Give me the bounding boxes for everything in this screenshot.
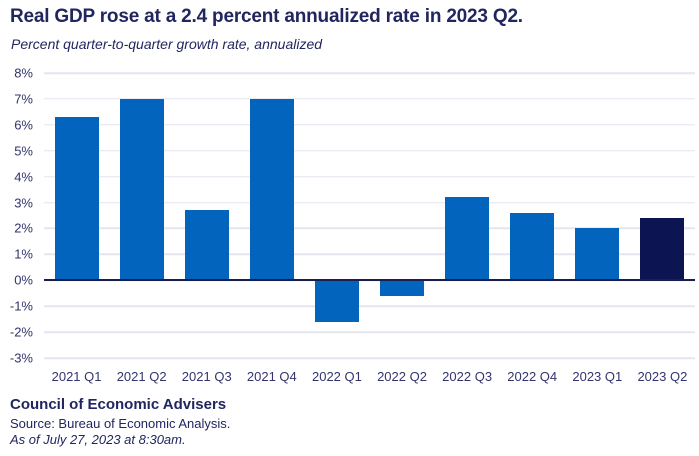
gridline-4 (44, 175, 695, 178)
x-axis-label-2022-q4: 2022 Q4 (507, 369, 558, 384)
bar-2022-q3 (445, 197, 490, 281)
chart-title: Real GDP rose at a 2.4 percent annualize… (10, 6, 523, 27)
y-axis-tick-label-1: 1% (14, 246, 33, 262)
gridline-3 (44, 201, 695, 204)
y-axis-tick-label--3: -3% (9, 350, 33, 366)
bar-slot-2021-q4 (239, 73, 304, 358)
gridline-6 (44, 124, 695, 126)
bar-slot-2022-q3 (435, 73, 500, 358)
bar-slot-2021-q1 (44, 73, 109, 358)
x-axis-label-2021-q2: 2021 Q2 (116, 369, 167, 384)
bar-slot-2022-q4 (500, 73, 565, 358)
bar-2021-q2 (119, 98, 164, 281)
footer-source: Source: Bureau of Economic Analysis. (10, 416, 231, 431)
footer-as-of: As of July 27, 2023 at 8:30am. (10, 432, 186, 447)
bar-2023-q1 (575, 228, 620, 281)
x-axis-label-2021-q1: 2021 Q1 (51, 369, 102, 384)
gridline-7 (44, 98, 695, 100)
y-axis-tick-label--1: -1% (9, 298, 33, 314)
bar-2021-q3 (184, 210, 229, 281)
x-axis-label-2023-q1: 2023 Q1 (572, 369, 623, 384)
bar-2022-q4 (510, 212, 555, 281)
gridline-8 (44, 72, 695, 74)
bar-2022-q2 (380, 280, 425, 296)
y-axis-tick-label--2: -2% (9, 324, 33, 340)
bar-slot-2021-q3 (174, 73, 239, 358)
y-axis-tick-label-5: 5% (14, 143, 33, 159)
chart-subtitle: Percent quarter-to-quarter growth rate, … (11, 36, 323, 52)
bar-2021-q4 (249, 98, 294, 281)
x-axis-label-2022-q3: 2022 Q3 (442, 369, 493, 384)
y-axis-tick-label-0: 0% (14, 272, 33, 288)
zero-axis-line (44, 279, 695, 282)
gridline-2 (44, 227, 695, 230)
gridline-5 (44, 149, 695, 152)
y-axis-tick-label-6: 6% (14, 117, 33, 133)
y-axis-tick-label-7: 7% (14, 91, 33, 107)
bar-slot-2022-q2 (369, 73, 434, 358)
plot-area: 8% 7% 6% 5% 4% 3% 2% 1% 0% -1% -2% -3% (10, 66, 695, 366)
y-axis-tick-label-3: 3% (14, 195, 33, 211)
footer-organization: Council of Economic Advisers (10, 396, 227, 413)
bar-slot-2022-q1 (304, 73, 369, 358)
gridline--2 (44, 331, 695, 333)
bar-2021-q1 (54, 117, 99, 281)
bar-series (44, 73, 695, 358)
bar-2023-q2 (640, 218, 685, 281)
x-axis-label-2022-q2: 2022 Q2 (377, 369, 427, 384)
x-axis: 2021 Q1 2021 Q2 2021 Q3 2021 Q4 2022 Q1 2022 … (44, 369, 695, 384)
gridline--1 (44, 305, 695, 307)
gridline--3 (44, 357, 695, 359)
x-axis-label-2022-q1: 2022 Q1 (311, 369, 362, 384)
x-axis-label-2021-q4: 2021 Q4 (246, 369, 297, 384)
y-axis-tick-label-2: 2% (14, 220, 33, 236)
x-axis-label-2021-q3: 2021 Q3 (181, 369, 232, 384)
bar-slot-2023-q1 (565, 73, 630, 358)
bar-2022-q1 (314, 280, 359, 322)
y-axis-tick-label-4: 4% (14, 169, 33, 185)
x-axis-label-2023-q2: 2023 Q2 (637, 369, 688, 384)
bar-slot-2021-q2 (109, 73, 174, 358)
gridline-1 (44, 253, 695, 256)
bar-slot-2023-q2 (630, 73, 695, 358)
y-axis-tick-label-8: 8% (14, 65, 33, 81)
